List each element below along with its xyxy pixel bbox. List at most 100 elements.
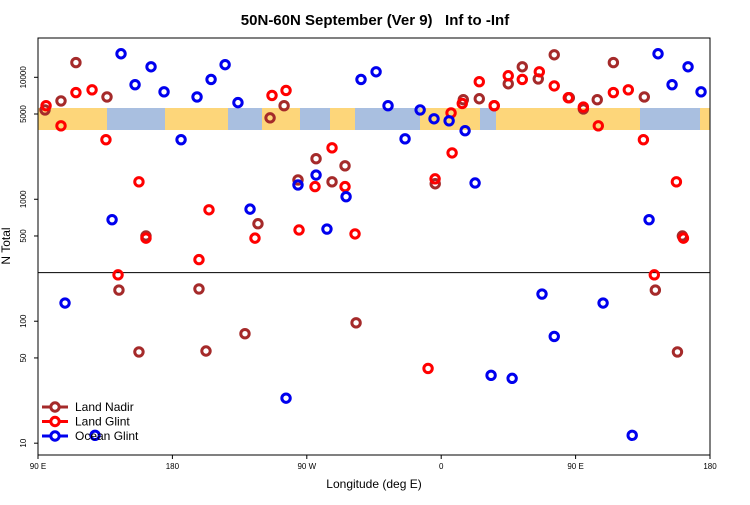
marker: [671, 346, 684, 358]
legend-label: Land Glint: [75, 415, 130, 429]
x-axis-label: Longitude (deg E): [326, 477, 421, 491]
marker: [115, 48, 127, 60]
marker: [677, 232, 690, 244]
marker: [506, 372, 518, 385]
marker: [626, 429, 638, 442]
marker: [280, 392, 292, 404]
y-tick-label: 500: [19, 229, 28, 243]
marker: [349, 228, 361, 240]
marker: [89, 429, 101, 442]
marker: [473, 76, 485, 88]
marker: [473, 93, 485, 105]
marker: [682, 61, 694, 73]
marker: [252, 218, 264, 230]
marker: [339, 180, 351, 193]
marker: [140, 232, 152, 244]
marker: [292, 179, 304, 191]
marker: [370, 66, 382, 78]
marker: [516, 73, 528, 86]
legend-marker: [49, 415, 61, 428]
marker: [649, 284, 662, 296]
marker: [652, 48, 664, 60]
marker: [607, 56, 620, 69]
marker: [106, 213, 118, 226]
marker: [145, 61, 157, 73]
marker: [193, 283, 205, 295]
marker: [40, 99, 52, 112]
y-tick-label: 50: [19, 353, 28, 362]
marker: [193, 253, 205, 266]
marker: [292, 174, 304, 186]
marker: [326, 142, 338, 154]
marker: [112, 269, 124, 281]
marker: [536, 288, 548, 300]
x-tick-label: 180: [166, 462, 180, 471]
marker: [591, 94, 603, 106]
marker: [249, 232, 261, 244]
marker: [443, 115, 455, 127]
marker: [382, 99, 394, 112]
marker: [293, 224, 305, 236]
marker: [428, 113, 440, 125]
marker: [70, 86, 82, 99]
marker: [55, 120, 67, 132]
plot-frame: [37, 37, 711, 456]
marker: [429, 178, 441, 190]
marker: [310, 153, 322, 165]
marker: [562, 92, 574, 104]
marker: [205, 73, 217, 86]
marker: [219, 58, 231, 71]
marker: [592, 120, 604, 132]
marker: [666, 78, 678, 91]
marker: [280, 84, 292, 97]
x-tick-label: 90 E: [30, 462, 46, 471]
marker: [100, 133, 112, 146]
marker: [59, 297, 71, 309]
marker: [326, 176, 338, 188]
y-tick-label: 5000: [19, 105, 28, 123]
marker: [597, 297, 609, 309]
y-tick-label: 10000: [19, 66, 28, 89]
marker: [158, 86, 170, 98]
marker: [622, 84, 635, 96]
marker: [200, 345, 212, 357]
marker: [55, 95, 67, 107]
marker: [321, 223, 333, 235]
marker: [355, 73, 367, 86]
marker: [548, 330, 560, 343]
marker: [643, 213, 655, 226]
marker: [191, 91, 203, 103]
marker: [133, 346, 145, 358]
x-tick-label: 180: [703, 462, 717, 471]
marker: [456, 97, 468, 110]
marker: [695, 86, 707, 98]
marker: [516, 61, 528, 73]
marker: [670, 176, 683, 188]
marker: [638, 91, 650, 103]
marker: [548, 49, 560, 61]
y-axis-label: N Total: [0, 227, 13, 264]
legend-marker: [49, 430, 61, 442]
marker: [278, 99, 290, 112]
marker: [502, 70, 514, 82]
marker: [648, 269, 660, 281]
marker: [339, 160, 351, 172]
marker: [469, 177, 481, 189]
x-tick-label: 0: [439, 462, 444, 471]
marker: [133, 176, 145, 188]
marker: [266, 89, 278, 102]
marker: [310, 169, 322, 181]
marker: [70, 56, 82, 69]
marker: [429, 173, 441, 185]
marker: [488, 99, 500, 112]
marker: [446, 147, 458, 159]
marker: [175, 133, 187, 146]
marker: [350, 317, 362, 329]
marker: [86, 84, 98, 96]
marker: [244, 203, 256, 215]
marker: [113, 284, 125, 296]
marker: [399, 133, 411, 145]
marker: [577, 101, 590, 113]
x-tick-label: 90 W: [297, 462, 316, 471]
